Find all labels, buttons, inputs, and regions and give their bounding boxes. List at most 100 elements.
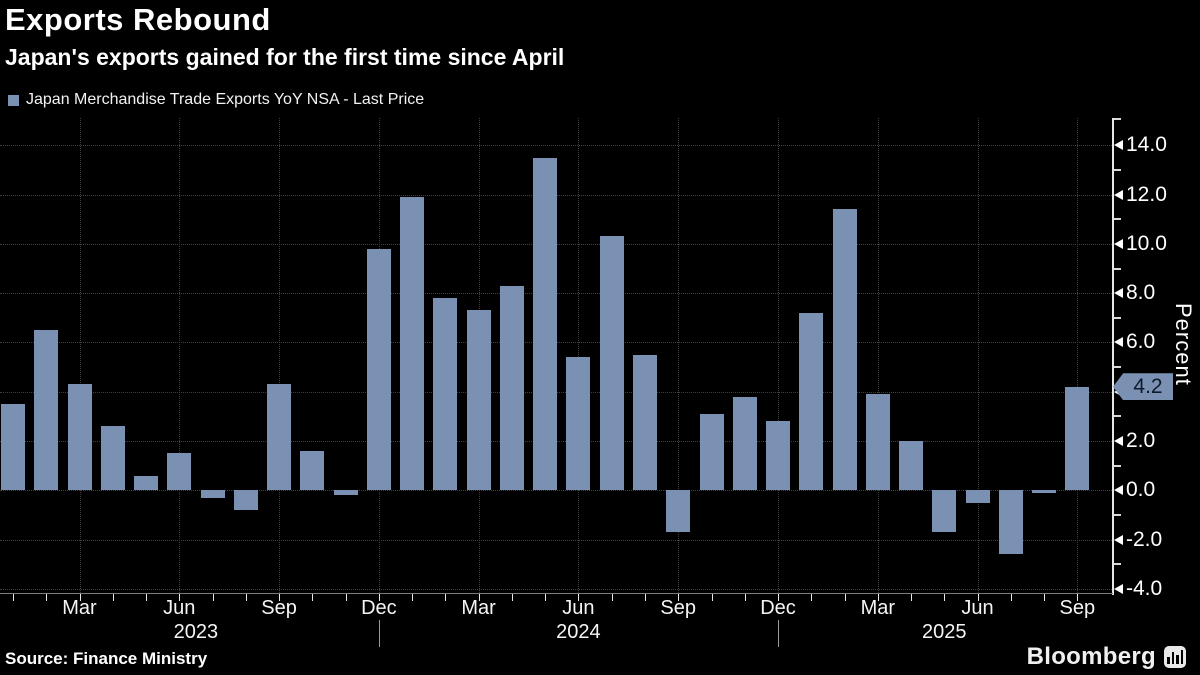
x-axis-tick [46,594,48,601]
y-axis-tick-major [1114,189,1123,200]
year-divider-line [378,620,380,647]
x-axis-month-label: Mar [860,597,896,619]
bar-2025-01 [799,312,824,491]
bar-2025-03 [865,394,890,491]
y-axis-tick-label: -2.0 [1126,527,1163,551]
y-axis-tick-major [1114,436,1123,446]
y-axis-tick-label: -4.0 [1126,576,1163,600]
x-axis-tick [844,594,846,601]
x-axis-tick [112,594,114,601]
x-axis-tick [611,594,613,601]
x-axis-tick [711,594,713,601]
bar-2023-04 [100,426,125,491]
gridline-vertical [977,118,979,593]
legend-label: Japan Merchandise Trade Exports YoY NSA … [26,91,425,108]
y-axis-title: Percent [1171,303,1196,386]
x-axis-year-label: 2024 [556,621,601,643]
bar-2023-09 [267,384,292,491]
gridline-horizontal [0,539,1112,541]
bar-2023-12 [366,248,391,491]
bar-2024-06 [566,357,591,491]
gridline-vertical [79,118,81,593]
x-axis-month-label: Jun [562,597,595,619]
x-axis-tick [977,594,979,601]
plot-area [0,118,1112,593]
y-axis-tick-major [1114,583,1123,594]
last-price-marker: 4.2 [1113,373,1173,401]
x-axis-month-label: Sep [660,597,696,619]
gridline-vertical [179,118,181,593]
x-axis-tick [578,594,580,601]
y-axis-tick-minor [1114,415,1121,418]
bar-2024-01 [400,197,425,491]
y-axis-tick-label: 0.0 [1126,478,1156,502]
bar-2024-02 [433,298,458,491]
x-axis-tick [1010,594,1012,601]
bar-2025-04 [899,441,923,491]
y-axis-tick-minor [1114,514,1121,516]
x-axis-tick [644,594,646,601]
x-axis-line [0,593,1113,594]
x-axis-month-label: Sep [1059,597,1096,619]
y-axis-tick-minor [1114,366,1121,369]
legend: Japan Merchandise Trade Exports YoY NSA … [8,91,424,109]
x-axis-tick [146,594,147,601]
y-axis-tick-minor [1114,218,1121,221]
x-axis-month-label: Dec [760,597,796,619]
bar-2023-08 [233,490,258,510]
y-axis-tick-minor [1114,316,1121,319]
x-axis-tick [744,594,746,601]
gridline-vertical [578,118,580,593]
bar-2025-08 [1032,490,1057,493]
bar-2025-07 [998,490,1023,555]
y-axis-tick-minor [1114,168,1121,171]
brand: Bloomberg [1027,643,1186,671]
gridline-horizontal [0,588,1112,590]
gridline-horizontal [0,145,1112,147]
x-axis-tick [13,594,14,601]
gridline-vertical [1077,118,1079,593]
gridline-vertical [279,118,281,593]
y-axis-tick-label: 8.0 [1126,281,1156,305]
x-axis-year-label: 2023 [173,621,219,643]
y-axis-tick-major [1114,337,1123,348]
x-axis-tick [345,594,347,601]
y-axis-tick-minor [1114,464,1121,467]
x-axis-tick [678,594,680,601]
bar-2023-02 [34,330,59,491]
gridline-vertical [877,118,879,593]
x-axis-tick [478,594,480,601]
bar-2024-12 [766,421,790,491]
gridline-vertical [778,118,779,593]
x-axis-tick [944,594,946,601]
y-axis-tick-label: 10.0 [1126,231,1167,255]
x-axis-tick [445,594,447,601]
x-axis-month-label: Dec [361,597,397,619]
gridline-horizontal [0,490,1112,492]
x-axis-tick [245,594,247,601]
bar-2024-11 [732,396,757,491]
x-axis-tick [378,594,380,601]
year-divider-line [778,620,779,647]
chart-title: Exports Rebound [5,2,271,37]
bar-2024-09 [666,490,691,533]
x-axis-tick [212,594,214,601]
bar-2023-05 [134,475,158,491]
y-axis-line [1112,118,1114,595]
bar-2024-04 [499,285,524,491]
bar-2023-10 [300,450,325,491]
y-axis-tick-minor [1114,563,1121,566]
bar-2023-01 [1,404,25,491]
x-axis-tick [877,594,879,601]
y-axis-tick-major [1114,288,1123,299]
y-axis-tick-major [1114,485,1123,496]
x-axis-tick [279,594,281,601]
x-axis-month-label: Jun [163,597,196,619]
y-axis-tick-major [1114,140,1123,151]
x-axis-tick [511,594,513,601]
bloomberg-wordmark: Bloomberg [1026,643,1156,670]
x-axis-tick [545,594,547,601]
x-axis-month-label: Mar [62,597,97,619]
bloomberg-logo-icon [1164,646,1186,668]
